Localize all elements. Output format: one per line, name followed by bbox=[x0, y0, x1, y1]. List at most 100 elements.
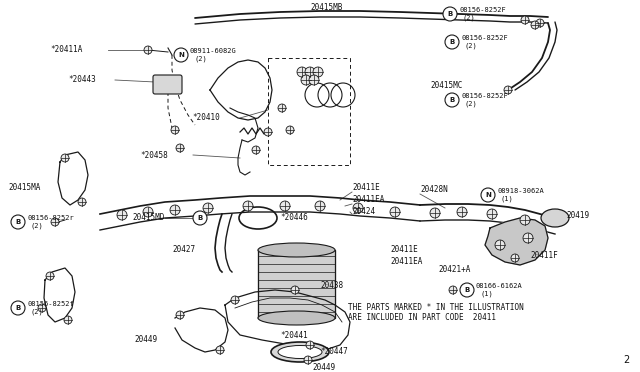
Text: 20415MA: 20415MA bbox=[8, 183, 40, 192]
Text: 08156-8252F: 08156-8252F bbox=[461, 93, 508, 99]
Text: *20441: *20441 bbox=[280, 330, 308, 340]
Circle shape bbox=[309, 75, 319, 85]
Text: (2): (2) bbox=[465, 43, 477, 49]
Circle shape bbox=[445, 93, 459, 107]
Text: 20428N: 20428N bbox=[420, 186, 448, 195]
Text: 20415MC: 20415MC bbox=[430, 81, 462, 90]
Circle shape bbox=[280, 201, 290, 211]
Circle shape bbox=[143, 207, 153, 217]
Text: 08156-8252r: 08156-8252r bbox=[27, 215, 74, 221]
Text: *20443: *20443 bbox=[68, 76, 96, 84]
Text: THE PARTS MARKED * IN THE ILLUSTRATION: THE PARTS MARKED * IN THE ILLUSTRATION bbox=[348, 304, 524, 312]
Text: 20411E: 20411E bbox=[352, 183, 380, 192]
Text: B: B bbox=[15, 305, 20, 311]
Circle shape bbox=[495, 240, 505, 250]
Text: *20458: *20458 bbox=[140, 151, 168, 160]
Circle shape bbox=[449, 286, 457, 294]
Text: 20427: 20427 bbox=[172, 246, 195, 254]
Text: 20449: 20449 bbox=[135, 336, 158, 344]
Text: N: N bbox=[178, 52, 184, 58]
Circle shape bbox=[531, 21, 539, 29]
Circle shape bbox=[297, 67, 307, 77]
Ellipse shape bbox=[278, 346, 322, 359]
Polygon shape bbox=[258, 250, 335, 318]
Text: 20438: 20438 bbox=[320, 280, 343, 289]
Circle shape bbox=[176, 311, 184, 319]
Text: (1): (1) bbox=[501, 196, 514, 202]
Ellipse shape bbox=[271, 342, 329, 362]
Circle shape bbox=[64, 316, 72, 324]
Circle shape bbox=[286, 126, 294, 134]
Circle shape bbox=[78, 198, 86, 206]
Text: 20411F: 20411F bbox=[530, 250, 557, 260]
Circle shape bbox=[117, 210, 127, 220]
Circle shape bbox=[61, 154, 69, 162]
Circle shape bbox=[231, 296, 239, 304]
Circle shape bbox=[523, 233, 533, 243]
Text: *20411A: *20411A bbox=[50, 45, 83, 55]
Text: 20415MB: 20415MB bbox=[310, 3, 342, 13]
Text: 2: 2 bbox=[624, 355, 630, 365]
Circle shape bbox=[445, 35, 459, 49]
Circle shape bbox=[306, 341, 314, 349]
Ellipse shape bbox=[541, 209, 569, 227]
Circle shape bbox=[203, 203, 213, 213]
Text: 08918-3062A: 08918-3062A bbox=[497, 188, 544, 194]
Text: (2): (2) bbox=[463, 15, 476, 21]
Text: 20411E: 20411E bbox=[390, 246, 418, 254]
Circle shape bbox=[536, 19, 544, 27]
Text: (2): (2) bbox=[194, 56, 207, 62]
Circle shape bbox=[193, 211, 207, 225]
Text: 20415MD: 20415MD bbox=[132, 214, 165, 222]
Circle shape bbox=[457, 207, 467, 217]
Circle shape bbox=[144, 46, 152, 54]
Text: 20424: 20424 bbox=[352, 208, 375, 217]
Circle shape bbox=[487, 209, 497, 219]
Circle shape bbox=[243, 201, 253, 211]
Text: B: B bbox=[15, 219, 20, 225]
Polygon shape bbox=[485, 218, 548, 265]
Circle shape bbox=[481, 188, 495, 202]
Circle shape bbox=[315, 201, 325, 211]
Circle shape bbox=[460, 283, 474, 297]
Text: ARE INCLUDED IN PART CODE  20411: ARE INCLUDED IN PART CODE 20411 bbox=[348, 314, 496, 323]
Circle shape bbox=[291, 286, 299, 294]
Circle shape bbox=[11, 301, 25, 315]
Text: 20449: 20449 bbox=[312, 363, 335, 372]
Circle shape bbox=[305, 67, 315, 77]
Circle shape bbox=[174, 48, 188, 62]
Text: B: B bbox=[465, 287, 470, 293]
Circle shape bbox=[171, 126, 179, 134]
Text: 20419: 20419 bbox=[566, 211, 589, 219]
Circle shape bbox=[51, 218, 59, 226]
Circle shape bbox=[504, 86, 512, 94]
Text: 20411EA: 20411EA bbox=[352, 196, 385, 205]
Text: N: N bbox=[485, 192, 491, 198]
Text: 08156-8252f: 08156-8252f bbox=[27, 301, 74, 307]
Circle shape bbox=[520, 215, 530, 225]
Circle shape bbox=[430, 208, 440, 218]
Circle shape bbox=[443, 7, 457, 21]
Circle shape bbox=[353, 203, 363, 213]
Text: (1): (1) bbox=[480, 291, 493, 297]
Text: 08166-6162A: 08166-6162A bbox=[476, 283, 523, 289]
Text: 08911-6082G: 08911-6082G bbox=[190, 48, 237, 54]
Circle shape bbox=[313, 67, 323, 77]
Text: 20411EA: 20411EA bbox=[390, 257, 422, 266]
Ellipse shape bbox=[258, 243, 335, 257]
Text: (2): (2) bbox=[31, 309, 44, 315]
Circle shape bbox=[176, 144, 184, 152]
Text: (2): (2) bbox=[465, 101, 477, 107]
Circle shape bbox=[170, 205, 180, 215]
Text: (2): (2) bbox=[31, 223, 44, 229]
Text: *20410: *20410 bbox=[192, 113, 220, 122]
Text: B: B bbox=[447, 11, 452, 17]
FancyBboxPatch shape bbox=[153, 75, 182, 94]
Circle shape bbox=[252, 146, 260, 154]
Circle shape bbox=[390, 207, 400, 217]
Circle shape bbox=[38, 304, 46, 312]
Ellipse shape bbox=[258, 311, 335, 325]
Text: 08156-8252F: 08156-8252F bbox=[459, 7, 506, 13]
Circle shape bbox=[304, 356, 312, 364]
Circle shape bbox=[216, 346, 224, 354]
